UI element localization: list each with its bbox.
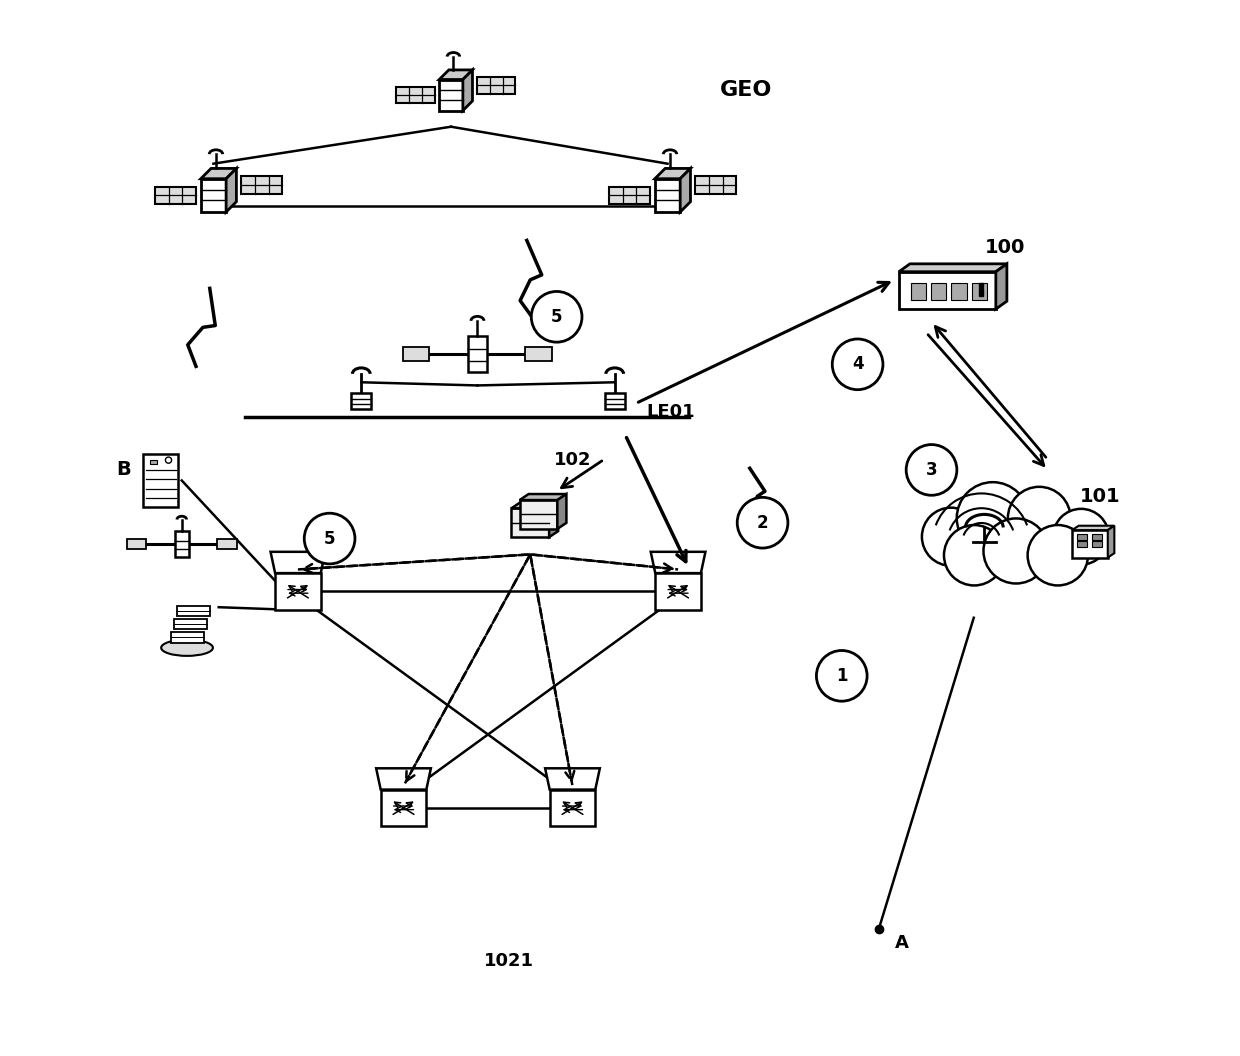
Polygon shape [655,168,691,178]
Circle shape [906,445,957,495]
Polygon shape [381,790,427,826]
Polygon shape [403,346,429,360]
Text: 3: 3 [926,460,937,479]
Circle shape [983,518,1049,584]
Circle shape [816,650,867,701]
Polygon shape [696,176,737,193]
Polygon shape [609,187,650,204]
Circle shape [957,483,1029,554]
Circle shape [738,497,787,548]
Polygon shape [526,346,552,360]
Polygon shape [439,70,472,79]
Polygon shape [397,87,435,103]
Polygon shape [217,539,237,549]
Text: A: A [894,935,909,953]
Text: 5: 5 [551,307,563,326]
Polygon shape [1073,530,1107,558]
Circle shape [165,457,171,464]
Polygon shape [270,552,325,573]
Text: 102: 102 [554,451,591,469]
Polygon shape [546,769,600,790]
Polygon shape [899,264,1007,271]
Polygon shape [467,336,487,372]
Polygon shape [996,264,1007,309]
Bar [150,460,157,465]
Polygon shape [376,769,430,790]
Circle shape [921,508,980,566]
Text: 2: 2 [756,513,769,532]
Text: LE01: LE01 [646,403,696,421]
Polygon shape [681,168,691,212]
Bar [171,633,205,642]
Polygon shape [899,271,996,309]
Polygon shape [605,393,625,409]
Bar [1078,534,1087,540]
Polygon shape [511,503,558,508]
Circle shape [1028,525,1087,585]
Polygon shape [1073,526,1115,530]
Polygon shape [655,573,701,609]
Bar [143,454,179,507]
Text: 101: 101 [1079,487,1120,506]
Text: 4: 4 [852,355,863,374]
Polygon shape [463,70,472,111]
Bar [910,283,926,300]
Bar [176,605,210,616]
Polygon shape [549,790,595,826]
Bar [931,283,946,300]
Text: 5: 5 [324,529,335,548]
Ellipse shape [161,640,213,656]
Text: GEO: GEO [720,80,773,99]
Polygon shape [520,494,567,501]
Polygon shape [241,176,283,193]
Polygon shape [651,552,706,573]
Polygon shape [201,178,226,212]
Polygon shape [477,77,516,94]
Polygon shape [520,501,557,529]
Text: 1: 1 [836,666,847,685]
Bar [174,619,207,629]
Bar [972,283,987,300]
Circle shape [1053,509,1109,565]
Polygon shape [226,168,237,212]
Polygon shape [549,503,558,538]
Polygon shape [126,539,146,549]
Text: 100: 100 [985,239,1024,258]
Polygon shape [439,79,463,111]
Polygon shape [1107,526,1115,558]
Polygon shape [557,494,567,529]
Polygon shape [175,531,188,557]
Circle shape [304,513,355,564]
Circle shape [531,291,582,342]
Circle shape [832,339,883,390]
Circle shape [944,525,1004,585]
Polygon shape [275,573,321,609]
Bar [1078,541,1087,547]
Polygon shape [351,393,372,409]
Bar [951,283,967,300]
Bar [1091,541,1101,547]
Polygon shape [655,178,681,212]
Polygon shape [201,168,237,178]
Circle shape [1008,487,1070,549]
Text: 1021: 1021 [484,953,534,970]
Polygon shape [511,508,549,538]
Text: B: B [117,460,131,479]
Polygon shape [155,187,196,204]
Bar [1091,534,1101,540]
